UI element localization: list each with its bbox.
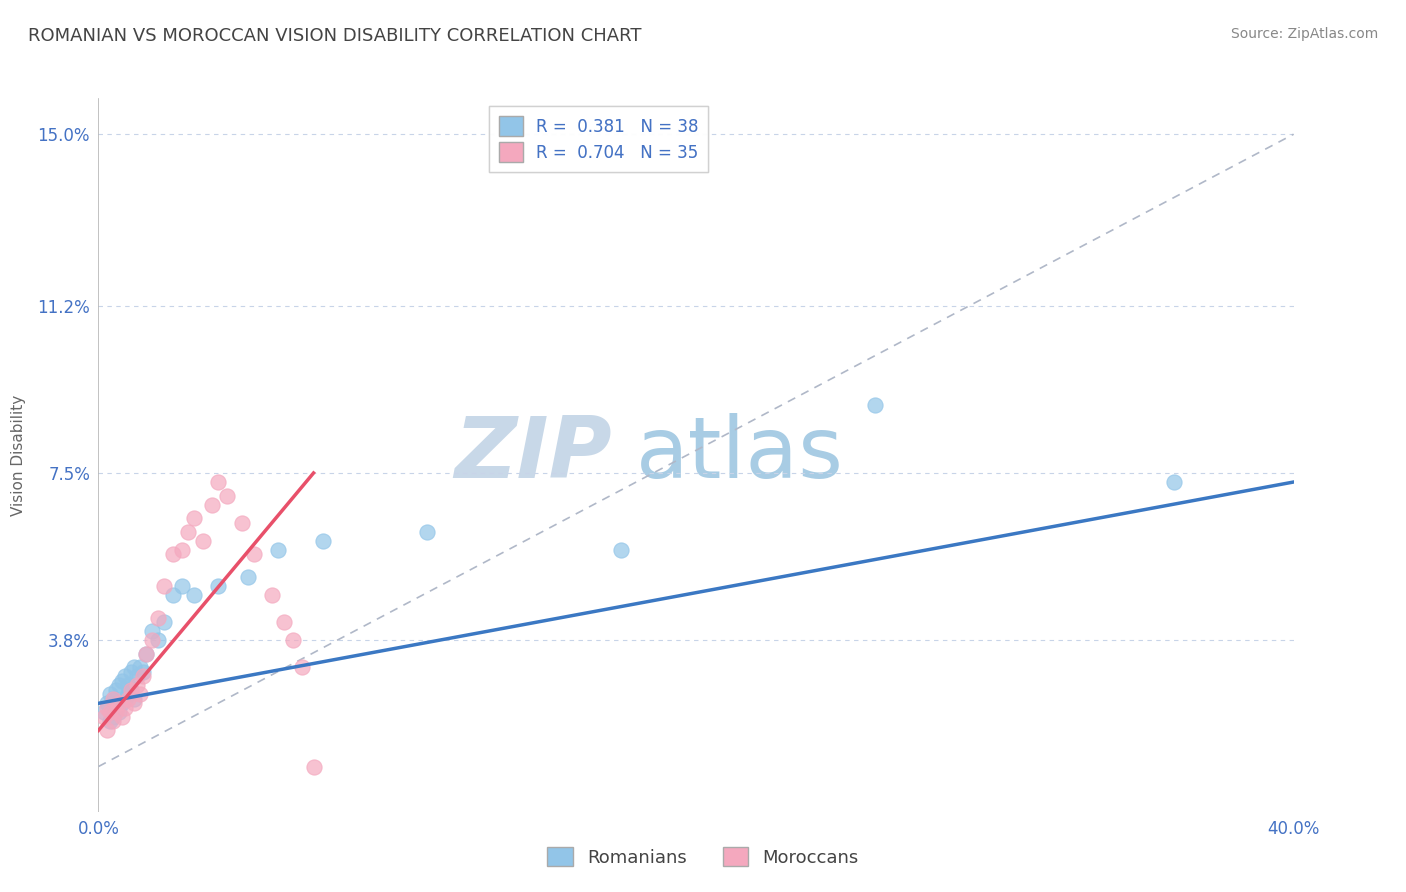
Point	[96, 723, 118, 738]
Point	[132, 669, 155, 683]
Point	[117, 687, 139, 701]
Text: Source: ZipAtlas.com: Source: ZipAtlas.com	[1230, 27, 1378, 41]
Point	[183, 511, 205, 525]
Point	[120, 682, 142, 697]
Point	[183, 588, 205, 602]
Point	[103, 691, 125, 706]
Point	[141, 624, 163, 638]
Point	[105, 682, 128, 697]
Point	[243, 547, 266, 561]
Point	[291, 660, 314, 674]
Y-axis label: Vision Disability: Vision Disability	[11, 394, 27, 516]
Text: ZIP: ZIP	[454, 413, 613, 497]
Point	[114, 691, 136, 706]
Point	[148, 633, 170, 648]
Point	[100, 714, 122, 729]
Point	[162, 588, 184, 602]
Text: ROMANIAN VS MOROCCAN VISION DISABILITY CORRELATION CHART: ROMANIAN VS MOROCCAN VISION DISABILITY C…	[28, 27, 641, 45]
Point	[105, 706, 128, 720]
Point	[127, 678, 149, 692]
Point	[108, 706, 131, 720]
Point	[127, 669, 149, 683]
Point	[201, 498, 224, 512]
Point	[96, 696, 118, 710]
Text: atlas: atlas	[637, 413, 844, 497]
Point	[100, 687, 122, 701]
Point	[1163, 475, 1185, 489]
Point	[141, 633, 163, 648]
Point	[105, 701, 128, 715]
Point	[93, 706, 115, 720]
Legend: R =  0.381   N = 38, R =  0.704   N = 35: R = 0.381 N = 38, R = 0.704 N = 35	[489, 106, 709, 171]
Point	[148, 610, 170, 624]
Point	[132, 665, 155, 679]
Point	[111, 710, 134, 724]
Point	[416, 524, 439, 539]
Point	[124, 696, 146, 710]
Point	[273, 615, 295, 629]
Legend: Romanians, Moroccans: Romanians, Moroccans	[540, 840, 866, 874]
Point	[124, 691, 146, 706]
Point	[191, 533, 214, 548]
Point	[111, 673, 134, 688]
Point	[231, 516, 253, 530]
Point	[129, 660, 152, 674]
Point	[103, 710, 125, 724]
Point	[153, 579, 176, 593]
Point	[267, 542, 290, 557]
Point	[302, 759, 325, 773]
Point	[114, 701, 136, 715]
Point	[120, 682, 142, 697]
Point	[114, 669, 136, 683]
Point	[100, 706, 122, 720]
Point	[111, 696, 134, 710]
Point	[108, 696, 131, 710]
Point	[124, 660, 146, 674]
Point	[153, 615, 176, 629]
Point	[865, 398, 887, 412]
Point	[103, 714, 125, 729]
Point	[93, 710, 115, 724]
Point	[311, 533, 333, 548]
Point	[172, 579, 194, 593]
Point	[172, 542, 194, 557]
Point	[117, 678, 139, 692]
Point	[96, 701, 118, 715]
Point	[207, 475, 229, 489]
Point	[281, 633, 304, 648]
Point	[103, 691, 125, 706]
Point	[129, 687, 152, 701]
Point	[108, 678, 131, 692]
Point	[610, 542, 633, 557]
Point	[207, 579, 229, 593]
Point	[117, 691, 139, 706]
Point	[260, 588, 283, 602]
Point	[215, 489, 238, 503]
Point	[135, 647, 157, 661]
Point	[135, 647, 157, 661]
Point	[120, 665, 142, 679]
Point	[162, 547, 184, 561]
Point	[236, 570, 259, 584]
Point	[177, 524, 200, 539]
